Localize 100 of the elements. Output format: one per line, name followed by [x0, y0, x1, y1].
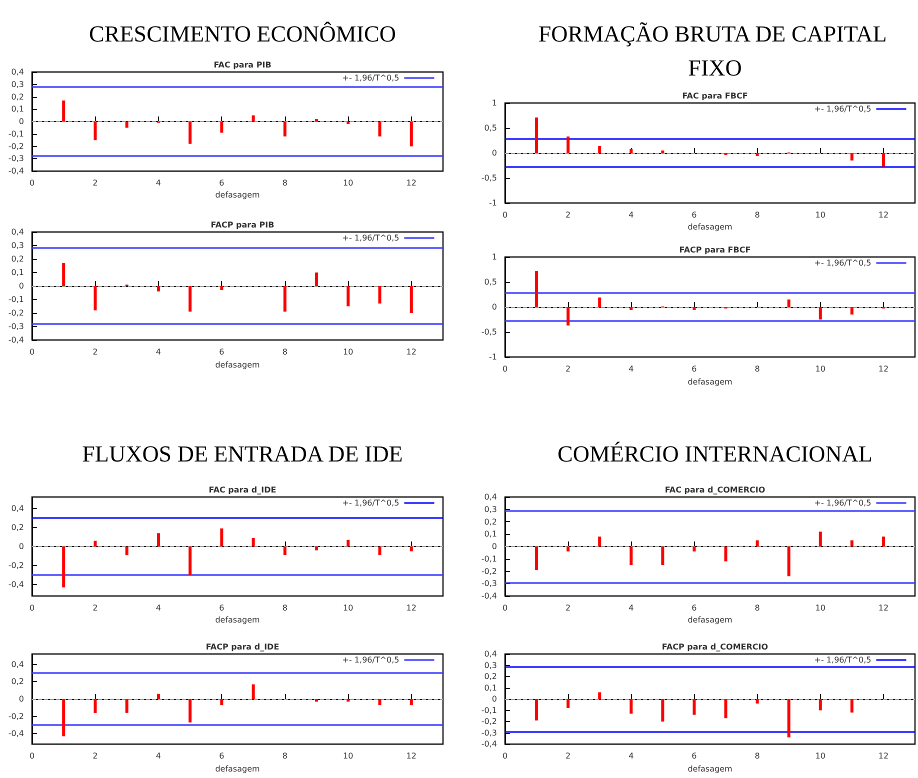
y-tick-label: -0,3 — [481, 579, 497, 588]
bar — [94, 699, 97, 713]
x-tick-label: 4 — [156, 348, 162, 356]
y-tick-label: 0,4 — [484, 650, 497, 658]
y-tick-label: 0,3 — [484, 660, 497, 670]
x-axis-title: defasagem — [215, 360, 260, 370]
x-tick-label: 0 — [502, 210, 508, 220]
bar — [882, 536, 885, 546]
bar — [661, 546, 664, 566]
bar — [156, 286, 160, 292]
y-tick-label: 0,2 — [484, 517, 497, 526]
y-tick-label: 0,1 — [11, 268, 24, 277]
x-tick-label: 12 — [406, 604, 416, 612]
bar — [283, 122, 286, 136]
x-tick-label: 10 — [343, 348, 354, 356]
y-tick-label: 0,4 — [11, 660, 24, 669]
y-tick-label: 0,2 — [11, 92, 24, 102]
y-tick-label: 1 — [492, 252, 497, 262]
y-tick-label: -0,2 — [481, 717, 497, 726]
y-tick-label: 0,1 — [484, 683, 497, 692]
y-tick-label: 0,5 — [484, 278, 497, 286]
x-tick-label: 0 — [29, 752, 35, 761]
bar — [315, 272, 318, 286]
x-tick-label: 0 — [502, 604, 508, 612]
y-tick-label: 0 — [492, 542, 497, 551]
x-tick-label: 8 — [754, 210, 760, 220]
x-axis-title: defasagem — [688, 764, 732, 774]
x-tick-label: 10 — [815, 752, 826, 761]
bar — [787, 300, 790, 307]
x-tick-label: 4 — [156, 604, 162, 612]
legend-label: +- 1,96/T^0,5 — [342, 234, 400, 242]
y-tick-label: -0,5 — [481, 174, 497, 182]
x-tick-label: 4 — [628, 210, 634, 220]
x-tick-label: 10 — [343, 752, 354, 761]
x-tick-label: 4 — [156, 752, 162, 761]
bar — [346, 286, 350, 306]
x-tick-label: 12 — [878, 210, 889, 220]
y-tick-label: 0,4 — [11, 504, 24, 513]
y-tick-label: 0,2 — [11, 522, 24, 532]
bar — [315, 699, 318, 702]
bar — [252, 538, 255, 546]
y-tick-label: -0,4 — [8, 729, 24, 738]
bar — [188, 122, 192, 144]
y-tick-label: 0,1 — [484, 530, 497, 539]
y-tick-label: 1 — [492, 98, 497, 108]
y-tick-label: -0,2 — [481, 566, 497, 576]
x-tick-label: 6 — [219, 178, 224, 188]
x-tick-label: 6 — [219, 604, 224, 612]
x-tick-label: 8 — [754, 752, 760, 761]
y-tick-label: -0,1 — [481, 554, 497, 564]
bar — [787, 546, 790, 576]
y-tick-label: -1 — [489, 198, 497, 208]
legend-label: +- 1,96/T^0,5 — [814, 498, 872, 508]
bar — [346, 122, 350, 124]
x-tick-label: 6 — [692, 210, 697, 220]
x-tick-label: 12 — [878, 364, 889, 374]
bar — [62, 546, 66, 588]
bar — [692, 546, 696, 552]
x-tick-label: 2 — [566, 752, 571, 761]
x-tick-label: 12 — [406, 348, 416, 356]
x-tick-label: 8 — [282, 604, 288, 612]
x-tick-label: 2 — [566, 210, 571, 220]
bar — [378, 699, 382, 706]
chart-title: COMÉRCIO INTERNACIONAL — [558, 442, 872, 466]
x-tick-label: 0 — [29, 348, 35, 356]
x-axis-title: defasagem — [688, 616, 732, 624]
y-tick-label: -0,3 — [481, 728, 497, 738]
x-tick-label: 2 — [92, 752, 98, 761]
bar — [850, 307, 854, 314]
chart-title: FLUXOS DE ENTRADA DE IDE — [82, 442, 403, 466]
y-tick-label: -0,4 — [8, 166, 24, 176]
y-tick-label: 0,4 — [11, 228, 24, 236]
x-tick-label: 10 — [815, 210, 826, 220]
x-tick-label: 0 — [29, 178, 35, 188]
bar — [188, 699, 192, 722]
bar — [818, 307, 822, 320]
x-tick-label: 8 — [282, 348, 288, 356]
bar — [566, 546, 570, 552]
ref-line-label: +- 1,96/T^0,5 — [814, 656, 872, 664]
x-axis-title: defasagem — [215, 616, 260, 624]
bar — [882, 153, 885, 166]
bar — [220, 528, 224, 546]
y-tick-label: -0,4 — [8, 336, 24, 344]
bar — [630, 546, 633, 566]
bar — [283, 546, 286, 556]
bar — [410, 699, 413, 706]
x-tick-label: 6 — [219, 752, 224, 761]
bar — [692, 307, 696, 310]
bar — [850, 540, 854, 546]
y-tick-label: -0,1 — [8, 129, 24, 138]
bar — [220, 286, 224, 290]
y-tick-label: -0,3 — [8, 322, 24, 331]
legend-label: +- 1,96/T^0,5 — [342, 74, 400, 82]
chart-subtitle: FAC para d_IDE — [208, 486, 276, 494]
bar — [125, 699, 128, 713]
x-tick-label: 10 — [815, 604, 826, 612]
bar — [756, 153, 759, 156]
x-tick-label: 6 — [692, 364, 697, 374]
bar — [598, 146, 602, 153]
y-tick-label: -0,1 — [8, 295, 24, 304]
